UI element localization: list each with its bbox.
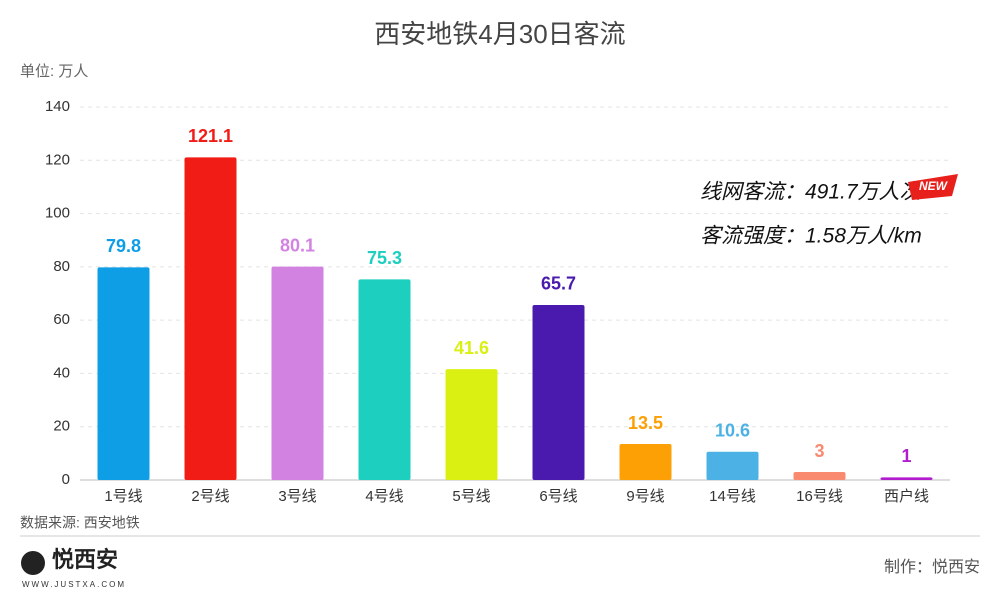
data-label: 3: [814, 441, 824, 461]
chart-title: 西安地铁4月30日客流: [374, 19, 625, 49]
bar: [793, 472, 846, 480]
data-label: 79.8: [106, 236, 141, 256]
data-label: 10.6: [715, 421, 750, 441]
y-unit: 单位: 万人: [20, 63, 88, 80]
brand-logo: [21, 551, 45, 575]
x-tick-label: 5号线: [452, 488, 490, 505]
data-label: 65.7: [541, 274, 576, 294]
x-tick-label: 2号线: [191, 488, 229, 505]
y-tick-label: 140: [45, 98, 70, 115]
bar: [619, 444, 672, 480]
x-tick-label: 1号线: [104, 488, 142, 505]
brand-name: 悦西安: [52, 547, 118, 572]
x-tick-label: 9号线: [626, 488, 664, 505]
bar: [358, 279, 411, 480]
y-tick-label: 20: [53, 418, 70, 435]
x-tick-label: 6号线: [539, 488, 577, 505]
annotation: 客流强度：1.58万人/km: [700, 225, 922, 248]
source: 数据来源: 西安地铁: [20, 515, 140, 531]
data-label: 1: [901, 446, 911, 466]
y-tick-label: 60: [53, 311, 70, 328]
y-tick-label: 100: [45, 205, 70, 222]
data-label: 121.1: [188, 126, 233, 146]
credit: 制作：悦西安: [884, 558, 980, 576]
bar: [445, 369, 498, 480]
bar: [184, 157, 237, 481]
annotation: 线网客流：491.7万人次: [700, 181, 923, 204]
data-label: 75.3: [367, 248, 402, 268]
bar: [532, 304, 585, 480]
x-tick-label: 4号线: [365, 488, 403, 505]
bar: [97, 267, 150, 480]
badge-shape: [908, 174, 958, 200]
brand-url: WWW.JUSTXA.COM: [22, 580, 126, 589]
y-tick-label: 80: [53, 258, 70, 275]
x-tick-label: 西户线: [884, 488, 929, 505]
bar: [880, 477, 933, 480]
data-label: 80.1: [280, 235, 315, 255]
bar: [706, 451, 759, 480]
y-tick-label: 40: [53, 364, 70, 381]
x-tick-label: 3号线: [278, 488, 316, 505]
y-tick-label: 120: [45, 151, 70, 168]
bar: [271, 266, 324, 480]
data-label: 41.6: [454, 338, 489, 358]
x-tick-label: 14号线: [709, 488, 756, 505]
y-tick-label: 0: [62, 471, 70, 488]
badge: NEW: [919, 179, 949, 193]
x-tick-label: 16号线: [796, 488, 843, 505]
data-label: 13.5: [628, 413, 663, 433]
